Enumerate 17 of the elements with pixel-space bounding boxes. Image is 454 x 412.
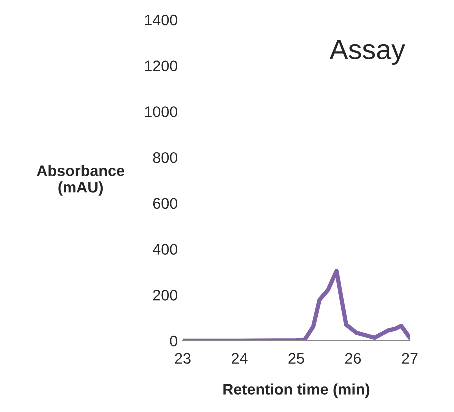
x-axis-title: Retention time (min) [224,384,370,398]
y-tick-label: 1000 [145,106,178,118]
y-tick-label: 0 [170,336,178,347]
y-tick-label: 400 [153,244,178,255]
x-tick-label: 25 [288,353,304,364]
x-tick-label: 27 [402,353,418,364]
y-axis-title: Absorbance (mAU) [37,165,124,196]
x-tick-label: 24 [232,353,248,364]
y-tick-label: 800 [153,152,178,164]
y-tick-label: 1200 [145,60,178,72]
line-series [183,268,410,341]
annotation: Assay [330,40,406,66]
y-tick-label: 1400 [145,14,178,26]
y-tick-label: 600 [153,198,178,210]
x-tick-label: 23 [175,353,191,364]
x-tick-label: 26 [346,353,362,364]
y-tick-label: 200 [153,290,178,301]
